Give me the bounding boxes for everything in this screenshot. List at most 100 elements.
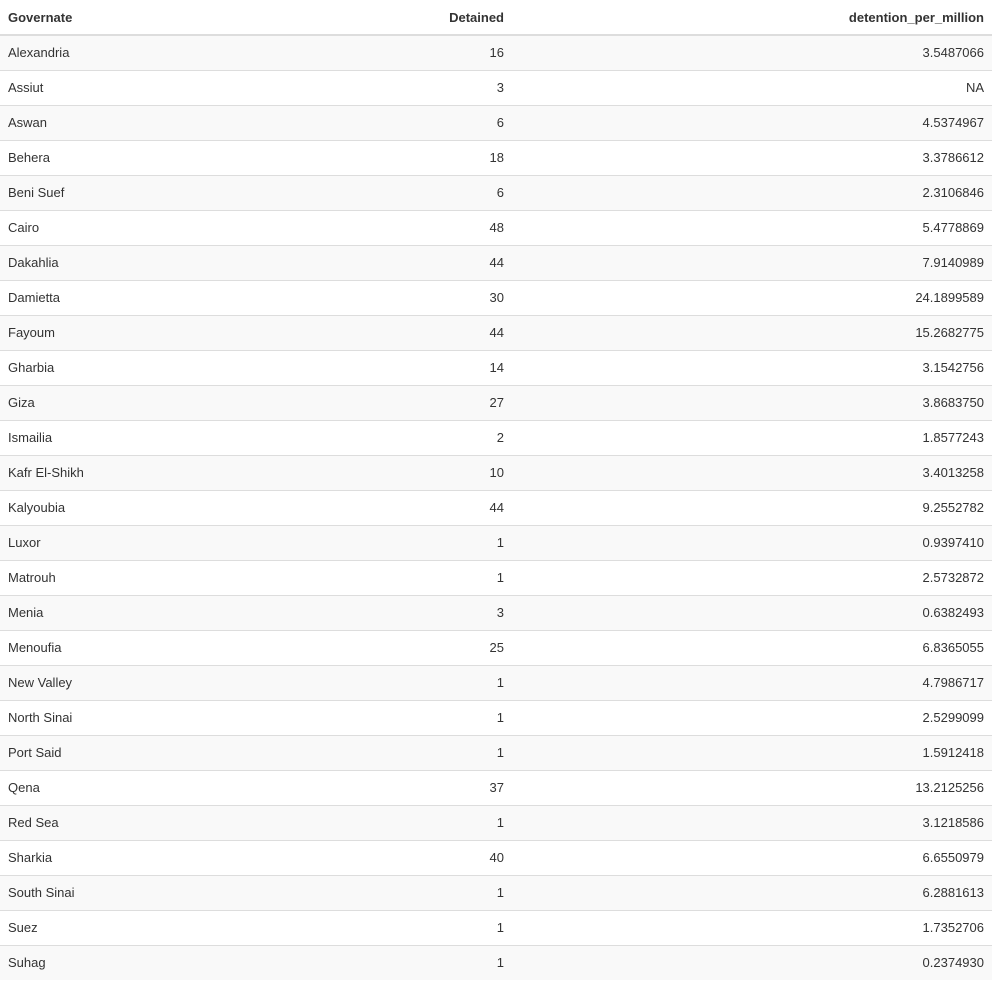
cell-detained: 1 [304, 664, 512, 700]
cell-detained: 6 [304, 104, 512, 140]
cell-detention-per-million: 3.3786612 [512, 139, 992, 175]
cell-detention-per-million: 1.7352706 [512, 909, 992, 945]
cell-detention-per-million: 1.8577243 [512, 419, 992, 455]
cell-detention-per-million: 5.4778869 [512, 209, 992, 245]
cell-governate: Luxor [0, 524, 304, 560]
cell-detained: 10 [304, 454, 512, 490]
cell-detained: 25 [304, 629, 512, 665]
cell-detained: 3 [304, 69, 512, 105]
cell-governate: Matrouh [0, 559, 304, 595]
cell-governate: South Sinai [0, 874, 304, 910]
cell-governate: Dakahlia [0, 244, 304, 280]
cell-detention-per-million: 7.9140989 [512, 244, 992, 280]
table-row: New Valley 1 4.7986717 [0, 664, 992, 700]
cell-detention-per-million: 13.2125256 [512, 769, 992, 805]
cell-detained: 3 [304, 594, 512, 630]
cell-detention-per-million: 3.1218586 [512, 804, 992, 840]
cell-governate: Fayoum [0, 314, 304, 350]
cell-detained: 14 [304, 349, 512, 385]
table-header: Governate Detained detention_per_million [0, 0, 992, 36]
table-row: Kafr El-Shikh 10 3.4013258 [0, 454, 992, 490]
table-row: North Sinai 1 2.5299099 [0, 699, 992, 735]
cell-governate: Red Sea [0, 804, 304, 840]
cell-governate: Qena [0, 769, 304, 805]
cell-detention-per-million: 2.5299099 [512, 699, 992, 735]
cell-detained: 2 [304, 419, 512, 455]
cell-governate: New Valley [0, 664, 304, 700]
cell-detained: 1 [304, 804, 512, 840]
cell-detained: 1 [304, 559, 512, 595]
column-header-detained[interactable]: Detained [304, 0, 512, 36]
cell-detention-per-million: 4.7986717 [512, 664, 992, 700]
cell-detained: 44 [304, 314, 512, 350]
cell-detention-per-million: 6.8365055 [512, 629, 992, 665]
cell-detention-per-million: 6.6550979 [512, 839, 992, 875]
cell-governate: Alexandria [0, 34, 304, 70]
table-row: Giza 27 3.8683750 [0, 384, 992, 420]
cell-detained: 44 [304, 244, 512, 280]
column-header-detention-per-million[interactable]: detention_per_million [512, 0, 992, 36]
table-row: Suhag 1 0.2374930 [0, 944, 992, 980]
cell-governate: Gharbia [0, 349, 304, 385]
column-header-governate[interactable]: Governate [0, 0, 304, 36]
cell-governate: Behera [0, 139, 304, 175]
cell-detained: 40 [304, 839, 512, 875]
cell-governate: Giza [0, 384, 304, 420]
cell-governate: Damietta [0, 279, 304, 315]
header-row: Governate Detained detention_per_million [0, 0, 992, 36]
cell-governate: Cairo [0, 209, 304, 245]
table-row: Kalyoubia 44 9.2552782 [0, 489, 992, 525]
table-row: Qena 37 13.2125256 [0, 769, 992, 805]
cell-detention-per-million: 0.2374930 [512, 944, 992, 980]
cell-governate: Aswan [0, 104, 304, 140]
table-row: Luxor 1 0.9397410 [0, 524, 992, 560]
cell-detention-per-million: 2.5732872 [512, 559, 992, 595]
cell-detained: 27 [304, 384, 512, 420]
cell-governate: Suez [0, 909, 304, 945]
cell-detained: 1 [304, 734, 512, 770]
cell-detention-per-million: 4.5374967 [512, 104, 992, 140]
cell-governate: Ismailia [0, 419, 304, 455]
table-row: Beni Suef 6 2.3106846 [0, 174, 992, 210]
table-row: Matrouh 1 2.5732872 [0, 559, 992, 595]
cell-governate: Menia [0, 594, 304, 630]
table-row: Sharkia 40 6.6550979 [0, 839, 992, 875]
cell-governate: Kafr El-Shikh [0, 454, 304, 490]
cell-detention-per-million: 15.2682775 [512, 314, 992, 350]
cell-detained: 30 [304, 279, 512, 315]
cell-detention-per-million: 3.1542756 [512, 349, 992, 385]
table-body: Alexandria 16 3.5487066 Assiut 3 NA Aswan 6 4.53… [0, 34, 992, 980]
cell-detention-per-million: 3.8683750 [512, 384, 992, 420]
table-row: Gharbia 14 3.1542756 [0, 349, 992, 385]
cell-governate: Suhag [0, 944, 304, 980]
cell-detention-per-million: 24.1899589 [512, 279, 992, 315]
cell-detained: 44 [304, 489, 512, 525]
table-row: Behera 18 3.3786612 [0, 139, 992, 175]
cell-governate: Port Said [0, 734, 304, 770]
cell-detention-per-million: 2.3106846 [512, 174, 992, 210]
table-row: Dakahlia 44 7.9140989 [0, 244, 992, 280]
table-row: South Sinai 1 6.2881613 [0, 874, 992, 910]
table-row: Red Sea 1 3.1218586 [0, 804, 992, 840]
table-row: Menoufia 25 6.8365055 [0, 629, 992, 665]
cell-detention-per-million: 3.5487066 [512, 34, 992, 70]
table-row: Menia 3 0.6382493 [0, 594, 992, 630]
cell-governate: Beni Suef [0, 174, 304, 210]
cell-detention-per-million: 1.5912418 [512, 734, 992, 770]
table-row: Fayoum 44 15.2682775 [0, 314, 992, 350]
table-row: Assiut 3 NA [0, 69, 992, 105]
cell-governate: North Sinai [0, 699, 304, 735]
table-row: Aswan 6 4.5374967 [0, 104, 992, 140]
cell-governate: Assiut [0, 69, 304, 105]
cell-detention-per-million: NA [512, 69, 992, 105]
cell-detained: 1 [304, 944, 512, 980]
cell-detained: 1 [304, 874, 512, 910]
cell-detained: 1 [304, 699, 512, 735]
cell-detained: 48 [304, 209, 512, 245]
cell-detention-per-million: 0.6382493 [512, 594, 992, 630]
table-row: Ismailia 2 1.8577243 [0, 419, 992, 455]
cell-detention-per-million: 9.2552782 [512, 489, 992, 525]
table-row: Suez 1 1.7352706 [0, 909, 992, 945]
cell-detained: 1 [304, 524, 512, 560]
